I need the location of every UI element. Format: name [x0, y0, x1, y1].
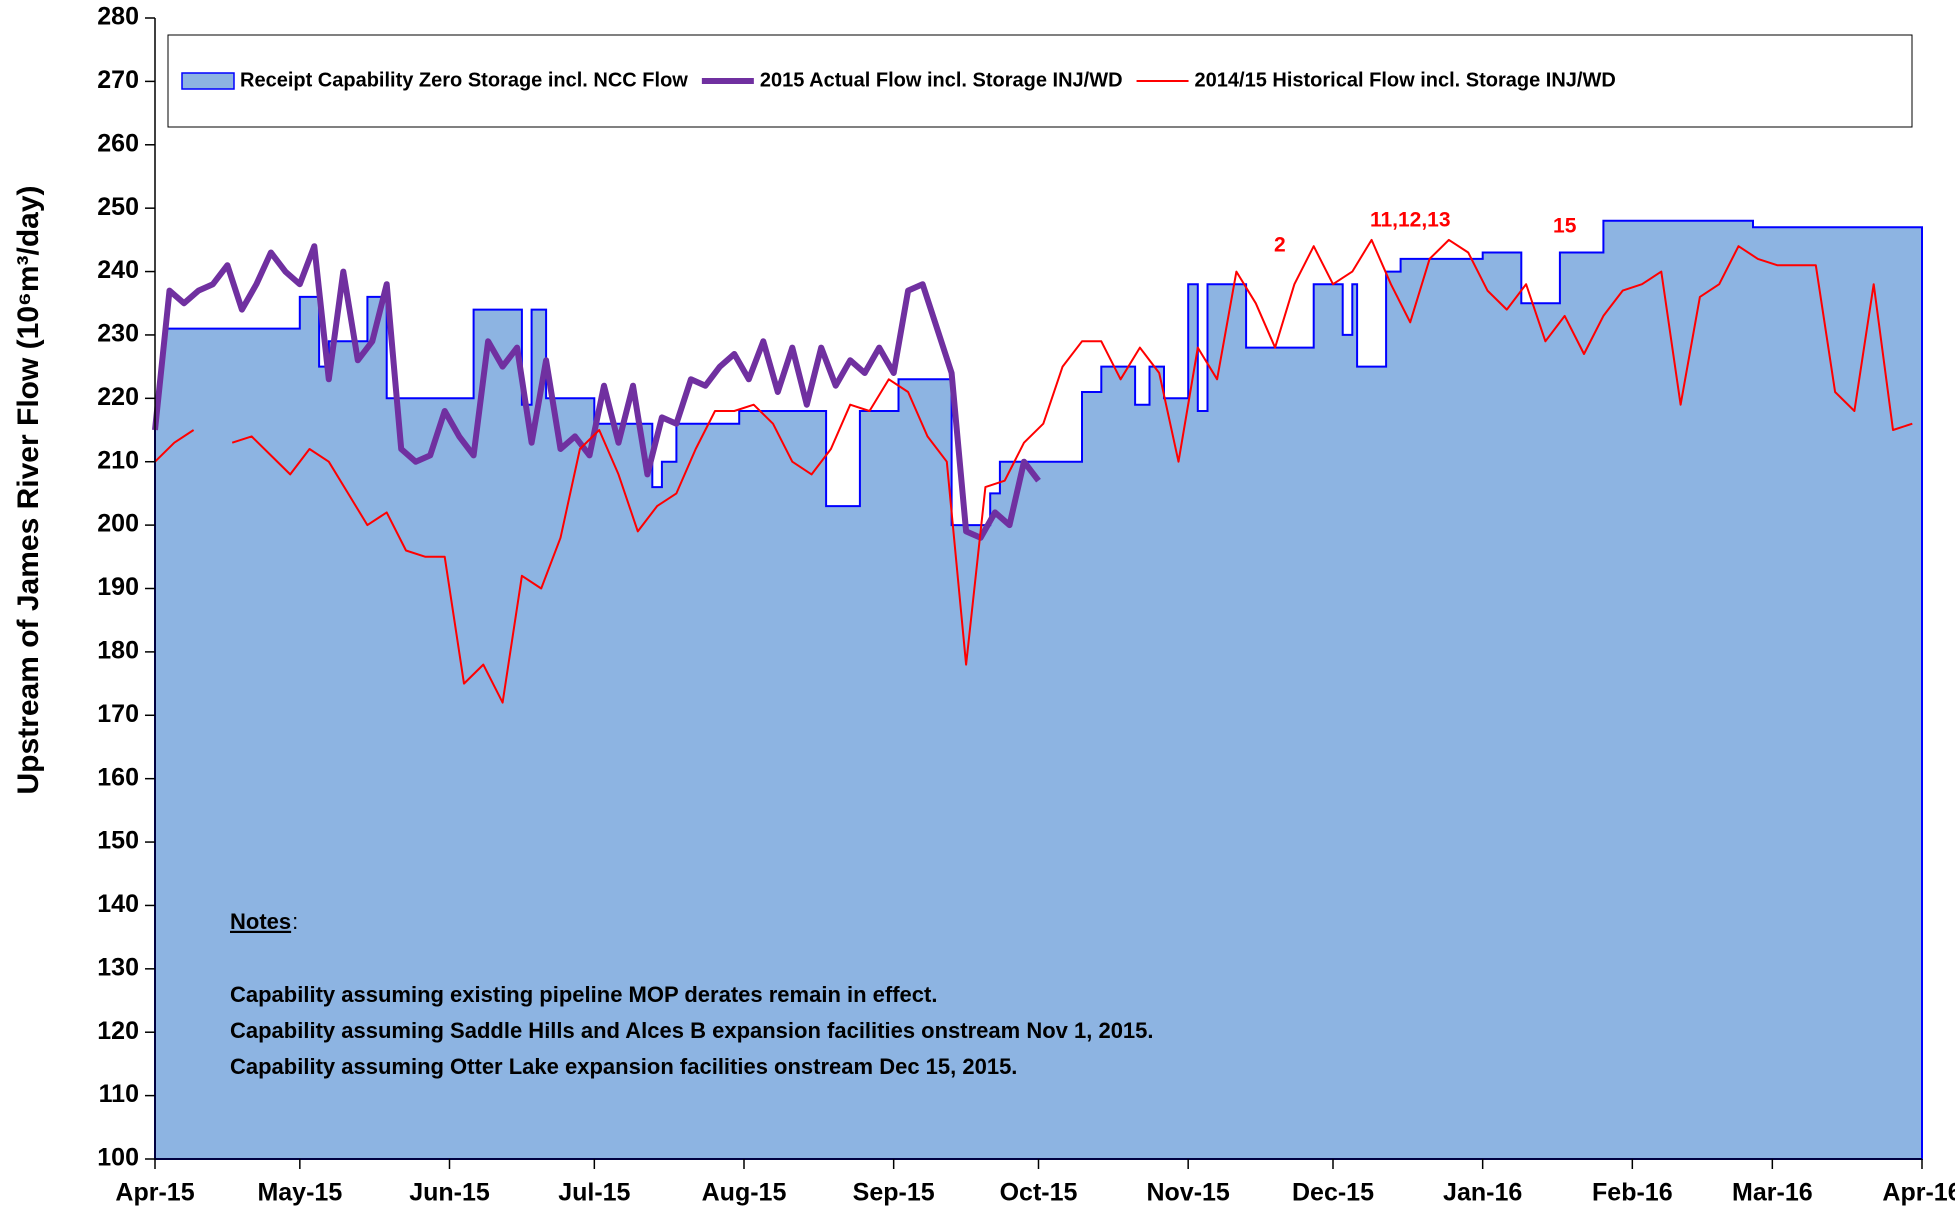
y-tick-label: 190	[97, 573, 139, 601]
y-tick-label: 100	[97, 1144, 139, 1172]
annotation: 15	[1553, 215, 1577, 238]
x-tick-label: Aug-15	[702, 1179, 787, 1207]
x-tick-label: Mar-16	[1732, 1179, 1813, 1207]
notes-heading-suffix: :	[292, 909, 298, 934]
x-tick-label: Jun-15	[409, 1179, 490, 1207]
x-tick-label: Feb-16	[1592, 1179, 1673, 1207]
x-tick-label: Dec-15	[1292, 1179, 1374, 1207]
y-tick-label: 270	[97, 66, 139, 94]
y-tick-label: 150	[97, 827, 139, 855]
series-line	[154, 238, 1913, 704]
legend-label: 2014/15 Historical Flow incl. Storage IN…	[1195, 69, 1616, 91]
legend-box	[167, 34, 1913, 128]
x-tick-label: Nov-15	[1146, 1179, 1229, 1207]
x-tick-label: Oct-15	[1000, 1179, 1078, 1207]
notes-heading: Notes	[230, 909, 291, 934]
legend-swatch	[181, 72, 235, 90]
x-tick-label: Jul-15	[558, 1179, 630, 1207]
y-tick-label: 250	[97, 193, 139, 221]
x-tick-label: Jan-16	[1443, 1179, 1522, 1207]
y-tick-label: 260	[97, 129, 139, 157]
y-tick-label: 110	[99, 1080, 139, 1108]
y-tick-label: 120	[97, 1017, 139, 1045]
annotation: 11,12,13	[1370, 208, 1451, 231]
annotation: 2	[1274, 234, 1286, 257]
note-line: Capability assuming Saddle Hills and Alc…	[230, 1018, 1154, 1043]
legend-label: 2015 Actual Flow incl. Storage INJ/WD	[760, 69, 1123, 91]
y-tick-label: 210	[97, 446, 139, 474]
y-tick-label: 140	[97, 890, 139, 918]
legend-label: Receipt Capability Zero Storage incl. NC…	[240, 69, 688, 91]
y-tick-label: 170	[97, 700, 139, 728]
y-tick-label: 230	[97, 320, 139, 348]
y-tick-label: 130	[97, 953, 139, 981]
capability-area	[154, 219, 1923, 1160]
y-tick-label: 180	[97, 636, 139, 664]
x-tick-label: Apr-16	[1882, 1179, 1955, 1207]
series-line	[152, 243, 1041, 541]
y-tick-label: 160	[97, 763, 139, 791]
y-tick-label: 200	[97, 510, 139, 538]
y-tick-label: 280	[97, 3, 139, 31]
x-tick-label: May-15	[257, 1179, 342, 1207]
note-line: Capability assuming Otter Lake expansion…	[230, 1054, 1017, 1079]
x-tick-label: Apr-15	[115, 1179, 194, 1207]
y-tick-label: 220	[97, 383, 139, 411]
y-tick-label: 240	[97, 256, 139, 284]
y-axis-label: Upstream of James River Flow (10⁶m³/day)	[12, 185, 45, 794]
x-tick-label: Sep-15	[853, 1179, 935, 1207]
note-line: Capability assuming existing pipeline MO…	[230, 982, 937, 1007]
